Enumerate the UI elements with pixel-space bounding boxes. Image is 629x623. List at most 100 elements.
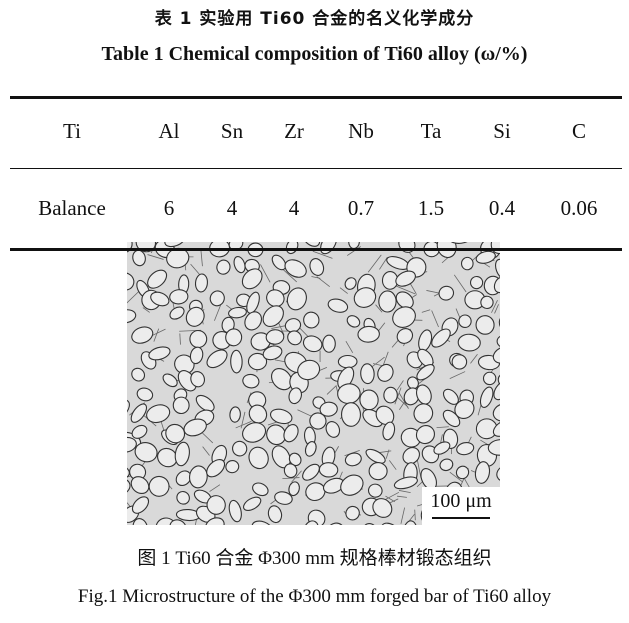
lamella bbox=[280, 267, 298, 283]
alpha-grain bbox=[251, 520, 273, 525]
alpha-grain bbox=[418, 329, 433, 352]
lamella bbox=[379, 257, 388, 270]
alpha-grain bbox=[327, 298, 349, 313]
lamella bbox=[385, 449, 390, 459]
alpha-grain bbox=[172, 396, 190, 415]
alpha-grain bbox=[241, 268, 263, 290]
alpha-grain bbox=[438, 285, 455, 301]
alpha-grain bbox=[174, 441, 190, 467]
alpha-grain bbox=[475, 250, 496, 264]
figure-caption-cn: 图 1 Ti60 合金 Φ300 mm 规格棒材锻态组织 bbox=[137, 548, 492, 569]
alpha-grain bbox=[127, 477, 131, 497]
alpha-grain bbox=[318, 462, 339, 478]
alpha-grain bbox=[340, 474, 364, 496]
alpha-grain bbox=[325, 522, 345, 525]
lamella bbox=[449, 471, 463, 483]
alpha-grain bbox=[380, 522, 401, 525]
alpha-grain bbox=[243, 496, 262, 511]
alpha-grain bbox=[228, 306, 247, 319]
lamella bbox=[370, 356, 385, 368]
alpha-grain bbox=[474, 461, 491, 484]
table-header-cell: Si bbox=[493, 119, 511, 143]
alpha-grain bbox=[132, 518, 148, 525]
alpha-grain bbox=[262, 305, 284, 327]
alpha-grain bbox=[383, 386, 398, 404]
alpha-grain bbox=[169, 519, 187, 525]
alpha-grain bbox=[127, 436, 137, 453]
table-title-cn: 表 1 实验用 Ti60 合金的名义化学成分 bbox=[154, 9, 475, 29]
lamella bbox=[449, 371, 466, 379]
alpha-grain bbox=[480, 295, 494, 310]
lamella bbox=[311, 276, 321, 279]
lamella bbox=[398, 490, 411, 493]
lamella bbox=[494, 304, 499, 314]
alpha-grain bbox=[378, 290, 397, 313]
alpha-grain bbox=[127, 272, 135, 291]
alpha-grain bbox=[283, 463, 298, 479]
alpha-grain bbox=[367, 483, 383, 498]
alpha-grain bbox=[337, 354, 358, 369]
alpha-grain bbox=[188, 465, 208, 489]
alpha-grain bbox=[165, 423, 186, 444]
alpha-grain bbox=[131, 424, 148, 439]
alpha-grain bbox=[248, 446, 269, 470]
alpha-grain bbox=[266, 424, 287, 446]
alpha-grain bbox=[147, 269, 168, 289]
lamella bbox=[470, 354, 478, 364]
alpha-grain bbox=[457, 333, 481, 352]
alpha-grain bbox=[305, 482, 326, 502]
alpha-grain bbox=[496, 334, 500, 350]
lamella bbox=[400, 507, 406, 524]
alpha-grain bbox=[232, 440, 248, 457]
alpha-grain bbox=[393, 476, 418, 490]
alpha-grain bbox=[247, 352, 268, 371]
lamella bbox=[202, 446, 210, 456]
table-top-rule bbox=[10, 96, 622, 99]
table-header-cell: Al bbox=[158, 119, 180, 143]
alpha-grain bbox=[396, 328, 414, 344]
alpha-grain bbox=[302, 463, 320, 481]
table-cell: 1.5 bbox=[417, 196, 445, 220]
lamella bbox=[339, 287, 348, 294]
alpha-grain bbox=[265, 329, 285, 345]
lamella bbox=[396, 380, 404, 391]
alpha-grain bbox=[288, 481, 300, 497]
alpha-grain bbox=[344, 277, 357, 290]
lamella bbox=[416, 458, 422, 478]
alpha-grain bbox=[415, 425, 436, 445]
lamella bbox=[142, 307, 150, 313]
alpha-grain bbox=[134, 442, 158, 463]
alpha-grain bbox=[229, 406, 241, 423]
alpha-grain bbox=[164, 242, 186, 248]
table-bottom-rule bbox=[10, 248, 622, 251]
alpha-grain bbox=[206, 458, 226, 478]
alpha-grain bbox=[242, 373, 260, 389]
lamella bbox=[200, 250, 203, 267]
lamella bbox=[235, 421, 252, 429]
alpha-grain bbox=[297, 359, 321, 381]
alpha-grain bbox=[416, 364, 435, 381]
alpha-grain bbox=[269, 408, 293, 425]
lamella bbox=[274, 359, 287, 363]
alpha-grain bbox=[402, 447, 420, 465]
alpha-grain bbox=[495, 258, 500, 280]
lamella bbox=[345, 341, 354, 354]
alpha-grain bbox=[360, 363, 375, 385]
alpha-grain bbox=[492, 345, 500, 364]
lamella bbox=[260, 264, 271, 283]
alpha-grain bbox=[169, 306, 185, 320]
alpha-grain bbox=[157, 447, 178, 468]
alpha-grain bbox=[493, 380, 500, 401]
lamella bbox=[436, 426, 449, 429]
lamella bbox=[326, 385, 337, 395]
alpha-grain bbox=[353, 287, 377, 308]
alpha-grain bbox=[206, 495, 226, 515]
table-title-en: Table 1 Chemical composition of Ti60 all… bbox=[101, 43, 528, 65]
lamella bbox=[491, 299, 498, 313]
alpha-grain bbox=[190, 371, 205, 388]
alpha-grain bbox=[267, 505, 283, 524]
alpha-grain bbox=[302, 335, 323, 353]
alpha-grain bbox=[148, 475, 170, 497]
alpha-grain bbox=[492, 403, 500, 422]
